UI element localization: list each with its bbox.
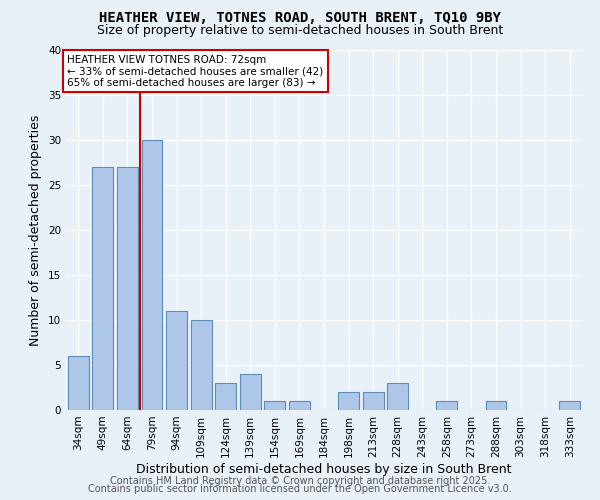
- Bar: [166, 311, 187, 410]
- Bar: [117, 167, 138, 410]
- Bar: [485, 401, 506, 410]
- Bar: [289, 401, 310, 410]
- Text: Contains HM Land Registry data © Crown copyright and database right 2025.: Contains HM Land Registry data © Crown c…: [110, 476, 490, 486]
- Bar: [265, 401, 286, 410]
- Bar: [142, 140, 163, 410]
- Bar: [338, 392, 359, 410]
- Bar: [215, 383, 236, 410]
- Text: HEATHER VIEW, TOTNES ROAD, SOUTH BRENT, TQ10 9BY: HEATHER VIEW, TOTNES ROAD, SOUTH BRENT, …: [99, 11, 501, 25]
- Bar: [68, 356, 89, 410]
- Bar: [436, 401, 457, 410]
- Bar: [191, 320, 212, 410]
- X-axis label: Distribution of semi-detached houses by size in South Brent: Distribution of semi-detached houses by …: [136, 462, 512, 475]
- Bar: [559, 401, 580, 410]
- Bar: [387, 383, 408, 410]
- Text: HEATHER VIEW TOTNES ROAD: 72sqm
← 33% of semi-detached houses are smaller (42)
6: HEATHER VIEW TOTNES ROAD: 72sqm ← 33% of…: [67, 54, 323, 88]
- Text: Contains public sector information licensed under the Open Government Licence v3: Contains public sector information licen…: [88, 484, 512, 494]
- Y-axis label: Number of semi-detached properties: Number of semi-detached properties: [29, 114, 43, 346]
- Text: Size of property relative to semi-detached houses in South Brent: Size of property relative to semi-detach…: [97, 24, 503, 37]
- Bar: [92, 167, 113, 410]
- Bar: [240, 374, 261, 410]
- Bar: [362, 392, 383, 410]
